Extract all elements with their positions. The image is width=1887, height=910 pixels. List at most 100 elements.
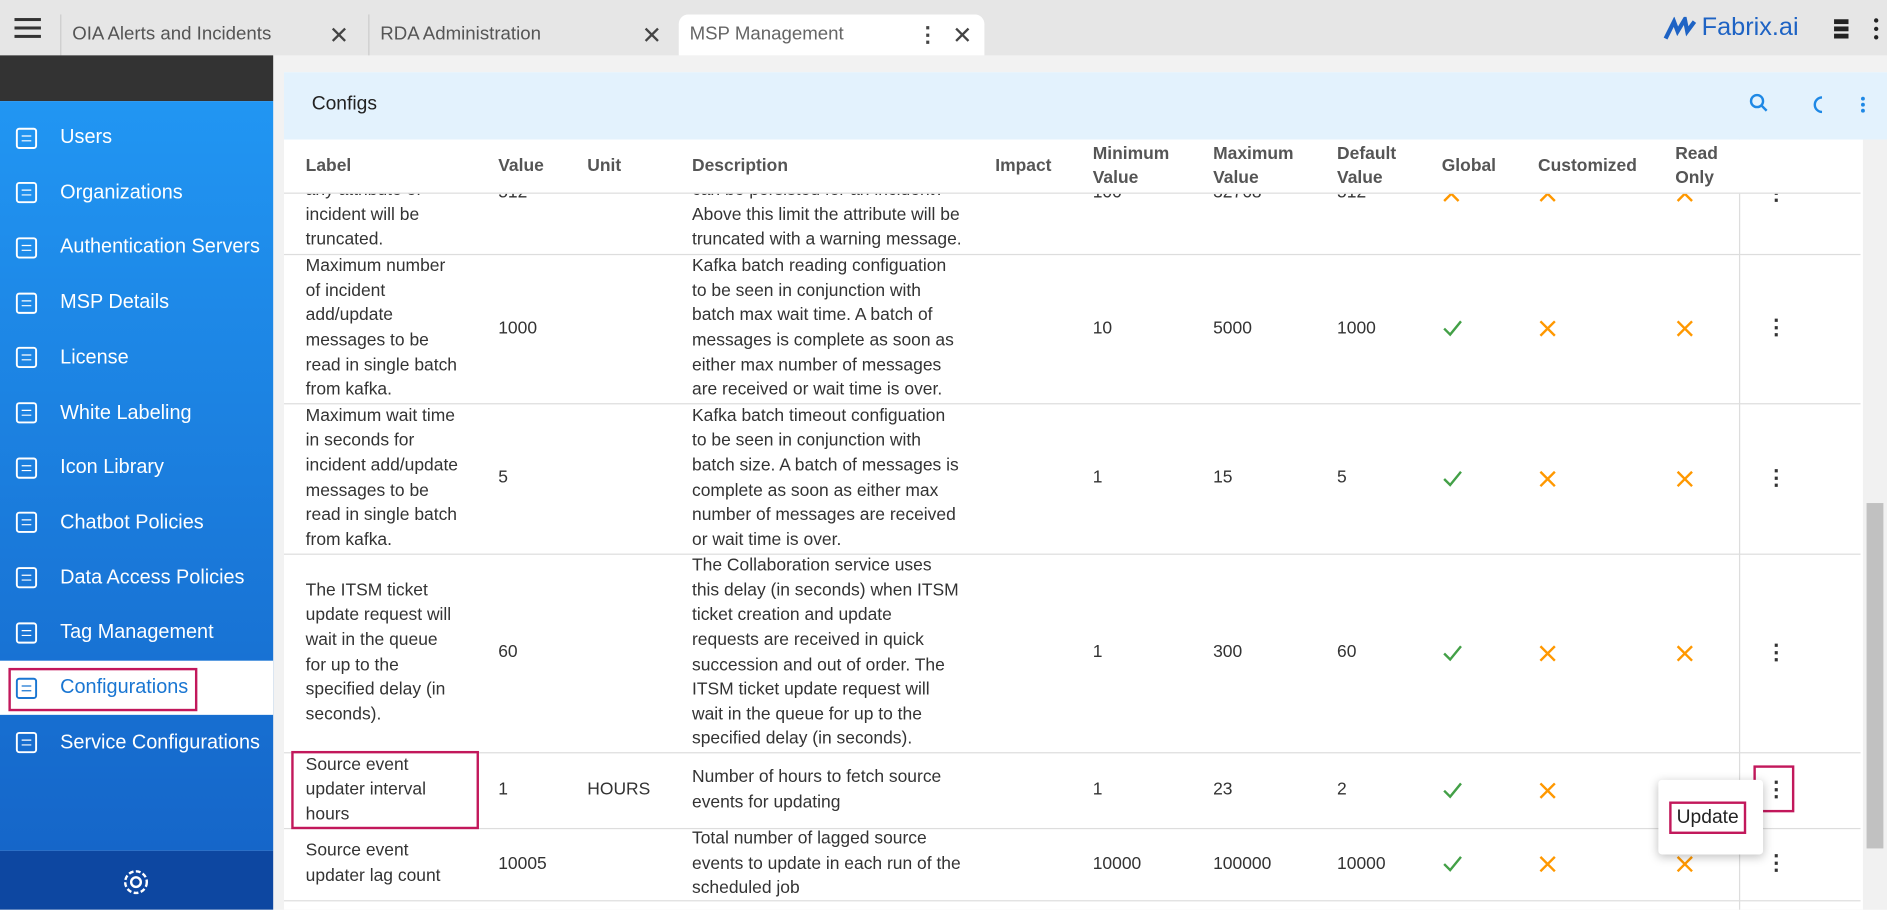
- row-divider: [284, 403, 1861, 405]
- action-column: [1738, 139, 1741, 910]
- sidebar-label: Service Configurations: [60, 731, 260, 753]
- sidebar-label: Icon Library: [60, 456, 164, 478]
- column-header[interactable]: Maximum Value: [1213, 140, 1321, 193]
- sidebar-icon: [15, 402, 38, 424]
- table-row: Maximum number of incident add/update me…: [0, 254, 1887, 403]
- sidebar-header: [0, 55, 274, 102]
- sidebar-item[interactable]: Organizations: [0, 166, 273, 220]
- tab-label: OIA Alerts and Incidents: [72, 24, 272, 45]
- customized-icon: [1538, 469, 1560, 488]
- table-row: The ITSM ticket update request will wait…: [0, 554, 1887, 753]
- sidebar-item[interactable]: White Labeling: [0, 386, 273, 440]
- row-divider: [284, 752, 1861, 754]
- row-menu[interactable]: ⋮: [1765, 776, 1788, 801]
- tab-menu[interactable]: ⋮: [917, 22, 939, 47]
- sidebar-label: Data Access Policies: [60, 566, 245, 588]
- sidebar-item[interactable]: Data Access Policies: [0, 551, 273, 605]
- brand-name: Fabrix.ai: [1701, 13, 1799, 41]
- sidebar-label: License: [60, 346, 129, 369]
- read_only-icon: [1675, 643, 1697, 662]
- menu-button[interactable]: [14, 17, 43, 39]
- sidebar-icon: [15, 237, 38, 259]
- close-button[interactable]: ✕: [952, 22, 973, 49]
- panel: [284, 72, 1887, 910]
- sidebar-item[interactable]: Tag Management: [0, 606, 273, 660]
- sidebar-icon: [15, 347, 38, 369]
- sidebar-label: Users: [60, 126, 113, 149]
- cell-text: 15: [1213, 468, 1233, 488]
- cell-label: Maximum wait time in seconds for inciden…: [306, 403, 462, 553]
- row-menu[interactable]: ⋮: [1765, 850, 1788, 875]
- panel-actions[interactable]: [1747, 91, 1875, 117]
- row-menu[interactable]: ⋮: [1765, 639, 1788, 664]
- tab[interactable]: RDA Administration ✕: [368, 14, 674, 56]
- sidebar-item[interactable]: Authentication Servers: [0, 221, 273, 275]
- scroll-thumb[interactable]: [1866, 503, 1884, 849]
- column-header-text: Description: [691, 156, 788, 176]
- cell-text: 1: [1092, 468, 1103, 488]
- close-button[interactable]: ✕: [641, 22, 662, 49]
- customized-icon: [1538, 854, 1560, 873]
- sidebar-label: Organizations: [60, 181, 183, 204]
- column-header[interactable]: Label: [306, 140, 462, 193]
- cell-text: 60: [498, 642, 518, 663]
- cell-text: 10005: [498, 854, 547, 874]
- global-icon: [1442, 643, 1464, 662]
- sidebar-item[interactable]: License: [0, 331, 273, 385]
- cell-default: 1000: [1337, 254, 1433, 403]
- cell-text: 5: [1337, 468, 1347, 488]
- column-header-text: Impact: [995, 156, 1052, 176]
- sidebar-item[interactable]: Icon Library: [0, 441, 273, 495]
- column-header[interactable]: Unit: [587, 140, 683, 193]
- sidebar-icon: [15, 127, 38, 149]
- row-menu[interactable]: ⋮: [1765, 315, 1788, 340]
- cell-text: Total number of lagged source events to …: [691, 829, 961, 899]
- column-header-text: Customized: [1538, 156, 1637, 176]
- cell-max: 100000: [1213, 828, 1321, 900]
- update-button[interactable]: Update: [1669, 801, 1747, 834]
- tab[interactable]: MSP Management ✕ ⋮: [678, 14, 985, 56]
- cell-min: 1: [1093, 752, 1201, 828]
- sidebar-item[interactable]: Users: [0, 111, 273, 165]
- customized-icon: [1538, 780, 1560, 799]
- highlight: [291, 750, 479, 830]
- sidebar-item[interactable]: Chatbot Policies: [0, 496, 273, 550]
- column-header[interactable]: Description: [692, 140, 963, 193]
- customized-icon: [1538, 319, 1560, 338]
- sidebar-item[interactable]: MSP Details: [0, 276, 273, 330]
- column-header[interactable]: Default Value: [1337, 140, 1433, 193]
- sidebar-icon: [15, 567, 38, 589]
- cell-label: Source event updater lag count: [306, 828, 462, 900]
- cell-text: The Collaboration service uses this dela…: [691, 556, 959, 749]
- column-header-text: Read Only: [1675, 144, 1718, 188]
- tab[interactable]: OIA Alerts and Incidents ✕: [60, 14, 361, 56]
- cell-label: Maximum number of incident add/update me…: [306, 254, 462, 403]
- highlight: [8, 667, 198, 712]
- column-header[interactable]: Minimum Value: [1093, 140, 1201, 193]
- row-menu[interactable]: ⋮: [1765, 465, 1788, 490]
- global-icon: [1442, 319, 1464, 338]
- column-header[interactable]: Global: [1442, 140, 1514, 193]
- column-header[interactable]: Impact: [995, 140, 1079, 193]
- settings-icon[interactable]: [120, 866, 151, 897]
- column-header-text: Global: [1441, 156, 1497, 176]
- row-divider: [284, 553, 1861, 555]
- column-header[interactable]: Read Only: [1675, 140, 1735, 193]
- sidebar-label: Configurations: [60, 676, 189, 699]
- cell-text: 60: [1337, 642, 1357, 663]
- close-button[interactable]: ✕: [328, 22, 350, 49]
- row-divider: [284, 827, 1861, 830]
- column-header[interactable]: Customized: [1538, 140, 1670, 193]
- sidebar-label: Chatbot Policies: [60, 511, 204, 533]
- panel-title: Configs: [311, 93, 377, 115]
- sidebar-icon: [15, 182, 38, 204]
- top-icons[interactable]: [1832, 17, 1887, 41]
- cell-min: 1: [1093, 554, 1201, 753]
- sidebar-label: White Labeling: [60, 401, 192, 424]
- cell-max: 15: [1213, 403, 1321, 553]
- sidebar-icon: [15, 512, 38, 534]
- cell-text: 300: [1213, 642, 1243, 663]
- sidebar-item[interactable]: Service Configurations: [0, 716, 273, 770]
- column-header[interactable]: Value: [498, 140, 570, 193]
